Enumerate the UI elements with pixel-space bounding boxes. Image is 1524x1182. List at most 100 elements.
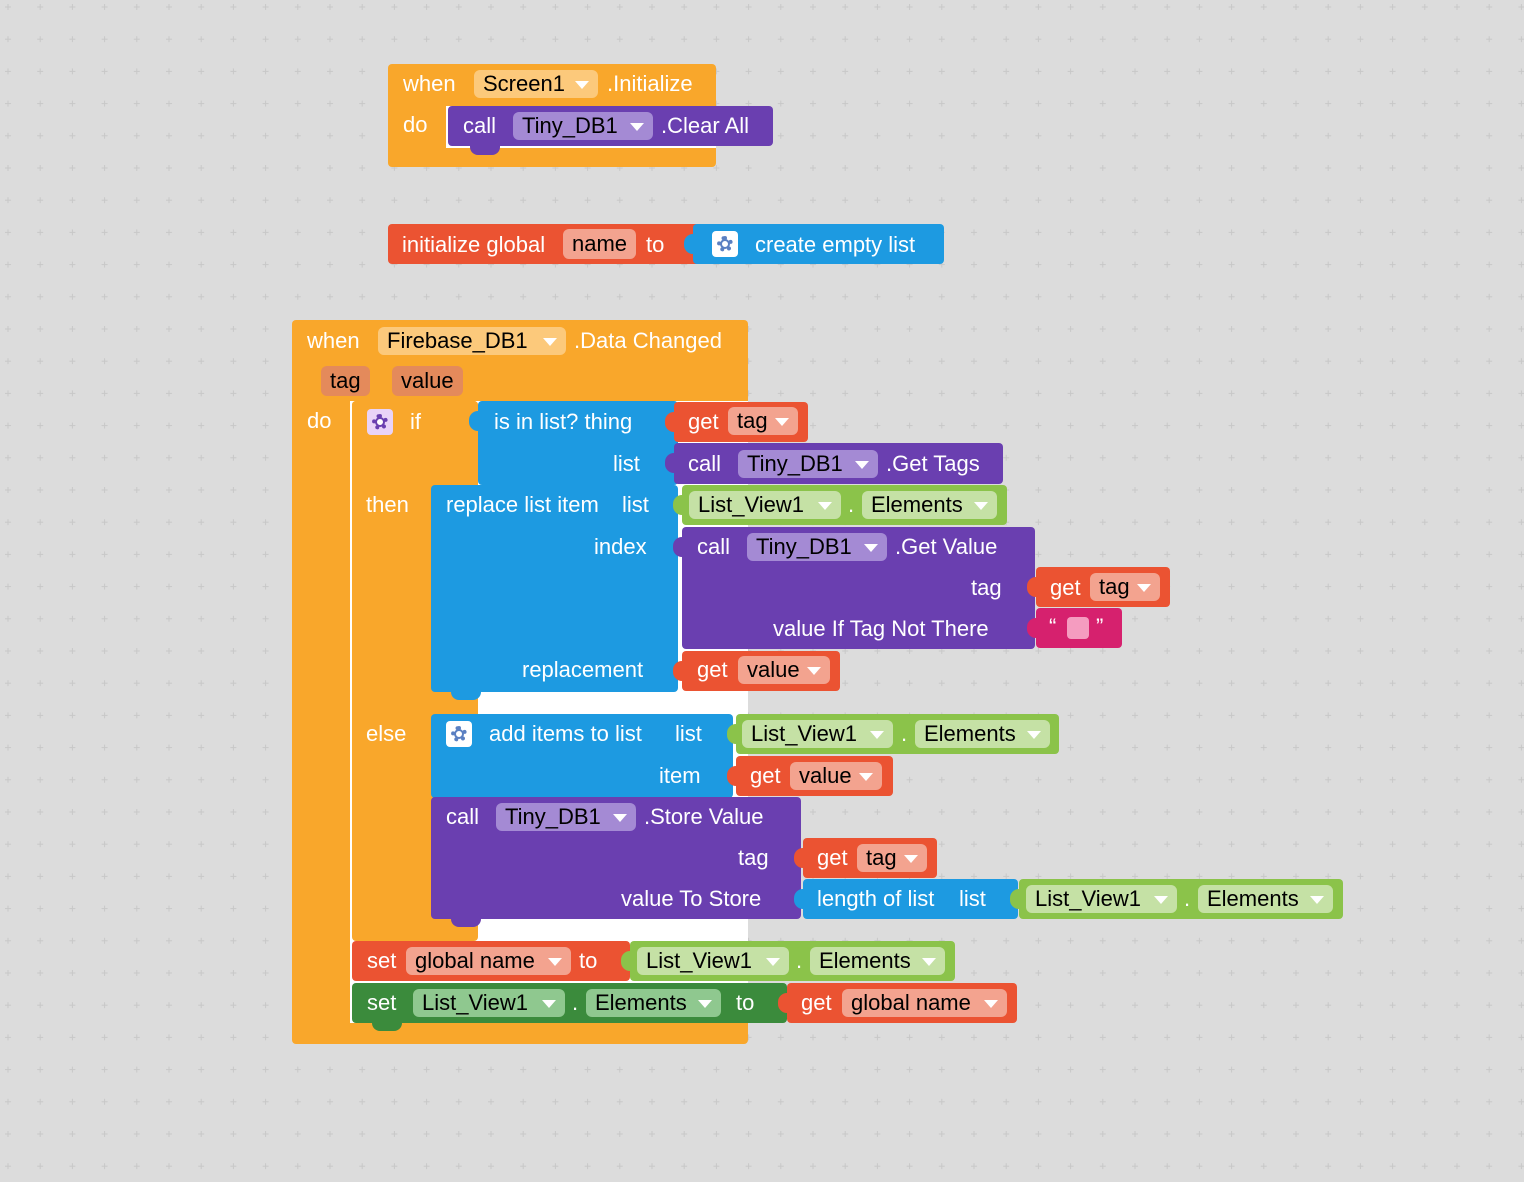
global-variable-block[interactable] <box>388 224 700 264</box>
method-name: .Store Value <box>644 804 764 829</box>
property-dropdown-elements[interactable]: Elements <box>586 989 721 1017</box>
quote-open: “ <box>1049 614 1057 639</box>
replace-list-item-block[interactable] <box>431 485 678 692</box>
length-of-list-label: length of list <box>817 886 935 911</box>
variable-name-field[interactable]: name <box>563 229 637 259</box>
chevron-down-icon <box>542 1000 556 1008</box>
block-connector <box>469 411 478 431</box>
block-connector <box>727 766 736 786</box>
do-label: do <box>307 408 332 433</box>
index-label: index <box>594 534 647 559</box>
is-in-list-block[interactable] <box>478 401 678 485</box>
chevron-down-icon <box>1154 896 1168 904</box>
property-dropdown-elements[interactable]: Elements <box>915 720 1050 748</box>
var-dropdown-value[interactable]: value <box>738 656 830 684</box>
to-label: to <box>736 990 755 1015</box>
component-name: List_View1 <box>422 990 528 1015</box>
block-notch <box>451 917 481 927</box>
chevron-down-icon <box>870 731 884 739</box>
component-dropdown-listview1[interactable]: List_View1 <box>689 491 841 519</box>
param-name: value <box>401 368 454 393</box>
if-label: if <box>410 409 421 434</box>
property-dropdown-elements[interactable]: Elements <box>1198 885 1333 913</box>
text-input-empty[interactable] <box>1067 617 1089 639</box>
is-in-list-label: is in list? thing <box>494 409 633 434</box>
component-dropdown-screen1[interactable]: Screen1 <box>474 70 598 98</box>
chevron-down-icon <box>630 123 644 131</box>
var-dropdown-value[interactable]: value <box>790 762 882 790</box>
property-dropdown-elements[interactable]: Elements <box>810 947 945 975</box>
chevron-down-icon <box>548 958 562 966</box>
property-dropdown-elements[interactable]: Elements <box>862 491 997 519</box>
component-name: List_View1 <box>1035 886 1141 911</box>
chevron-down-icon <box>974 502 988 510</box>
component-name: List_View1 <box>698 492 804 517</box>
var-dropdown-tag[interactable]: tag <box>857 844 927 872</box>
chevron-down-icon <box>922 958 936 966</box>
block-connector <box>1010 889 1019 909</box>
method-name: .Get Value <box>895 534 998 559</box>
block-connector <box>621 951 630 971</box>
property-name: Elements <box>819 948 911 973</box>
dot-label: . <box>848 492 855 517</box>
var-name: tag <box>1099 574 1130 599</box>
add-items-label: add items to list <box>489 721 642 746</box>
chevron-down-icon <box>613 814 627 822</box>
component-dropdown-tinydb1[interactable]: Tiny_DB1 <box>747 533 887 561</box>
chevron-down-icon <box>543 338 557 346</box>
initialize-global-label: initialize global <box>402 232 546 257</box>
var-name: value <box>799 763 852 788</box>
block-connector <box>673 495 682 515</box>
property-name: Elements <box>595 990 687 1015</box>
block-connector <box>673 661 682 681</box>
set-label: set <box>367 948 397 973</box>
get-label: get <box>801 990 832 1015</box>
list-label: list <box>622 492 649 517</box>
var-dropdown-global-name[interactable]: global name <box>406 947 571 975</box>
gear-icon[interactable] <box>446 721 472 747</box>
chevron-down-icon <box>984 1000 998 1008</box>
do-label: do <box>403 112 428 137</box>
get-label: get <box>1050 575 1081 600</box>
component-name: Tiny_DB1 <box>756 534 852 559</box>
component-dropdown-listview1[interactable]: List_View1 <box>413 989 565 1017</box>
replace-list-item-label: replace list item <box>446 492 599 517</box>
var-dropdown-global-name[interactable]: global name <box>842 989 1007 1017</box>
block-connector <box>665 453 674 473</box>
call-label: call <box>697 534 731 559</box>
var-dropdown-tag[interactable]: tag <box>1090 573 1160 601</box>
chevron-down-icon <box>1310 896 1324 904</box>
component-name: Tiny_DB1 <box>747 451 843 476</box>
var-name: global name <box>851 990 971 1015</box>
gear-icon[interactable] <box>712 231 738 257</box>
block-connector <box>684 234 693 254</box>
else-label: else <box>366 721 407 746</box>
value-to-store-label: value To Store <box>621 886 762 911</box>
component-name: Tiny_DB1 <box>505 804 601 829</box>
gear-icon[interactable] <box>367 409 393 435</box>
length-of-list-block[interactable] <box>803 879 1018 919</box>
add-items-to-list-block[interactable] <box>431 714 733 798</box>
dot-label: . <box>901 721 908 746</box>
component-dropdown-listview1[interactable]: List_View1 <box>637 947 789 975</box>
tag-label: tag <box>971 575 1002 600</box>
property-name: Elements <box>871 492 963 517</box>
component-dropdown-tinydb1[interactable]: Tiny_DB1 <box>513 112 653 140</box>
when-label: when <box>403 71 456 96</box>
component-dropdown-tinydb1[interactable]: Tiny_DB1 <box>738 450 878 478</box>
var-dropdown-tag[interactable]: tag <box>728 407 798 435</box>
list-label: list <box>959 886 986 911</box>
block-notch <box>451 690 481 700</box>
component-dropdown-listview1[interactable]: List_View1 <box>1026 885 1177 913</box>
component-dropdown-tinydb1[interactable]: Tiny_DB1 <box>496 803 636 831</box>
event-name: .Data Changed <box>574 328 722 353</box>
component-dropdown-listview1[interactable]: List_View1 <box>742 720 893 748</box>
block-notch <box>372 1021 402 1031</box>
list-label: list <box>675 721 702 746</box>
param-tag[interactable]: tag <box>321 366 370 396</box>
component-dropdown-firebase[interactable]: Firebase_DB1 <box>378 327 566 355</box>
component-name: Firebase_DB1 <box>387 328 528 353</box>
tag-label: tag <box>738 845 769 870</box>
param-value[interactable]: value <box>392 366 463 396</box>
then-label: then <box>366 492 409 517</box>
